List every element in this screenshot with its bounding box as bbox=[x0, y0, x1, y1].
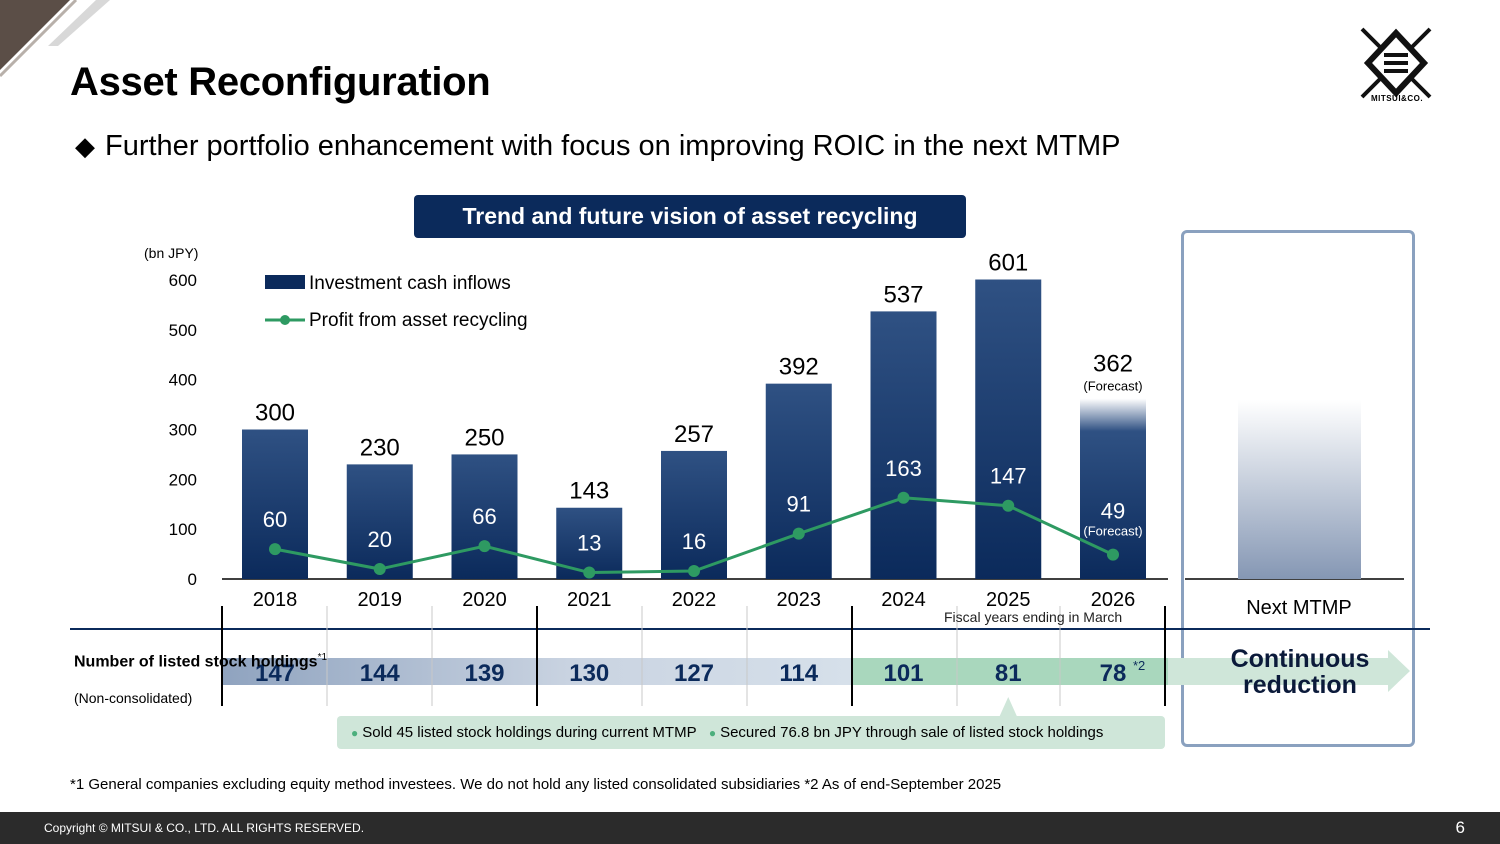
page-number: 6 bbox=[1455, 818, 1465, 837]
note-2: Secured 76.8 bn JPY through sale of list… bbox=[720, 724, 1104, 741]
line-value-label: 13 bbox=[577, 531, 601, 556]
bar-value-label: 257 bbox=[674, 421, 714, 448]
holdings-arrow bbox=[1168, 650, 1410, 692]
diamond-bullet-icon: ◆ bbox=[75, 131, 95, 161]
chart-title: Trend and future vision of asset recycli… bbox=[414, 195, 966, 238]
holdings-value: 147 bbox=[255, 660, 295, 687]
holdings-label: Number of listed stock holdings*1 bbox=[74, 648, 327, 672]
bar-value-label: 143 bbox=[569, 478, 609, 505]
line-value-label: 60 bbox=[263, 507, 287, 532]
bar-value-label: 300 bbox=[255, 400, 295, 427]
line-value-label: 147 bbox=[990, 464, 1027, 489]
legend-bar-swatch bbox=[265, 275, 305, 289]
corner-decoration bbox=[0, 0, 110, 78]
forecast-label: (Forecast) bbox=[1083, 524, 1142, 539]
copyright: Copyright © MITSUI & CO., LTD. ALL RIGHT… bbox=[44, 821, 365, 835]
line-point bbox=[688, 565, 700, 578]
line-point bbox=[373, 563, 386, 576]
holdings-value: 81 bbox=[995, 660, 1022, 687]
bar-investment-cash-inflows bbox=[661, 450, 727, 579]
line-point bbox=[1002, 499, 1015, 512]
line-value-label: 16 bbox=[682, 529, 706, 554]
bar-value-label: 362 bbox=[1093, 351, 1133, 378]
mitsui-logo-icon bbox=[1360, 27, 1432, 99]
line-point bbox=[1107, 548, 1119, 561]
legend-line-label: Profit from asset recycling bbox=[309, 310, 528, 331]
subtitle: ◆ Further portfolio enhancement with foc… bbox=[75, 130, 1120, 163]
note-bullet-icon: ● bbox=[708, 726, 717, 740]
line-value-label: 91 bbox=[787, 492, 811, 517]
y-tick-label: 100 bbox=[169, 520, 197, 539]
bar-investment-cash-inflows bbox=[451, 454, 518, 579]
footnote: *1 General companies excluding equity me… bbox=[70, 776, 1002, 793]
holdings-value: 127 bbox=[674, 660, 714, 687]
bar-value-label: 601 bbox=[988, 250, 1028, 277]
x-tick-label: 2018 bbox=[253, 589, 298, 611]
bar-investment-cash-inflows bbox=[870, 311, 937, 579]
x-tick-label: Next MTMP bbox=[1246, 597, 1352, 619]
line-value-label: 49 bbox=[1101, 499, 1125, 524]
x-tick-label: 2019 bbox=[358, 589, 403, 611]
page-title: Asset Reconfiguration bbox=[70, 60, 491, 104]
x-tick-label: 2026 bbox=[1091, 589, 1136, 611]
line-point bbox=[478, 540, 491, 553]
y-tick-label: 600 bbox=[169, 271, 197, 290]
continuous-reduction-text: Continuous reduction bbox=[1230, 645, 1370, 699]
note-bullet-icon: ● bbox=[351, 726, 359, 740]
bar-investment-cash-inflows bbox=[765, 383, 832, 579]
line-point bbox=[583, 566, 596, 579]
holdings-label-text: Number of listed stock holdings bbox=[74, 653, 318, 671]
x-tick-label: 2024 bbox=[881, 589, 926, 611]
holdings-value: 78 bbox=[1100, 660, 1127, 687]
line-value-label: 66 bbox=[472, 504, 496, 529]
holdings-sub-label: (Non-consolidated) bbox=[74, 690, 193, 706]
logo-text: MITSUI&CO. bbox=[1370, 94, 1424, 103]
holdings-value-sup: *2 bbox=[1133, 658, 1145, 673]
y-unit-label: (bn JPY) bbox=[144, 245, 198, 261]
x-tick-label: 2020 bbox=[462, 589, 507, 611]
line-point bbox=[897, 491, 910, 504]
holdings-value: 130 bbox=[569, 660, 609, 687]
bar-next-mtmp bbox=[1238, 400, 1361, 579]
x-tick-label: 2023 bbox=[777, 589, 822, 611]
bar-investment-cash-inflows bbox=[975, 279, 1042, 579]
line-value-label: 163 bbox=[885, 456, 922, 481]
bar-value-label: 392 bbox=[779, 354, 819, 381]
bar-value-label: 537 bbox=[883, 281, 923, 308]
x-tick-label: 2025 bbox=[986, 589, 1031, 611]
next-mtmp-frame bbox=[1181, 230, 1415, 747]
x-tick-label: 2022 bbox=[672, 589, 717, 611]
bar-value-label: 230 bbox=[360, 434, 400, 461]
subtitle-text: Further portfolio enhancement with focus… bbox=[105, 130, 1121, 162]
line-point bbox=[269, 543, 281, 556]
y-tick-label: 0 bbox=[188, 570, 197, 589]
line-point bbox=[792, 527, 805, 540]
legend-bar-label: Investment cash inflows bbox=[309, 273, 511, 294]
legend-line-marker bbox=[280, 315, 290, 325]
holdings-band-current bbox=[852, 658, 1168, 685]
y-tick-label: 500 bbox=[169, 321, 197, 340]
y-tick-label: 300 bbox=[169, 421, 197, 440]
note-1: Sold 45 listed stock holdings during cur… bbox=[362, 724, 697, 741]
bar-value-label: 250 bbox=[464, 424, 504, 451]
holdings-value: 139 bbox=[464, 660, 504, 687]
y-tick-label: 400 bbox=[169, 371, 197, 390]
holdings-value: 101 bbox=[883, 660, 923, 687]
forecast-label: (Forecast) bbox=[1083, 379, 1142, 394]
fiscal-year-note: Fiscal years ending in March bbox=[944, 609, 1123, 625]
notes-pointer bbox=[999, 697, 1018, 717]
holdings-value: 144 bbox=[360, 660, 401, 687]
line-value-label: 20 bbox=[368, 527, 392, 552]
footer-bar: Copyright © MITSUI & CO., LTD. ALL RIGHT… bbox=[0, 812, 1500, 844]
holdings-notes: ● Sold 45 listed stock holdings during cu… bbox=[337, 716, 1165, 749]
y-tick-label: 200 bbox=[169, 470, 197, 489]
holdings-value: 114 bbox=[779, 660, 818, 687]
bar-investment-cash-inflows bbox=[242, 429, 308, 579]
bar-investment-cash-inflows bbox=[346, 464, 413, 579]
holdings-label-sup: *1 bbox=[317, 652, 328, 663]
x-tick-label: 2021 bbox=[567, 589, 612, 611]
